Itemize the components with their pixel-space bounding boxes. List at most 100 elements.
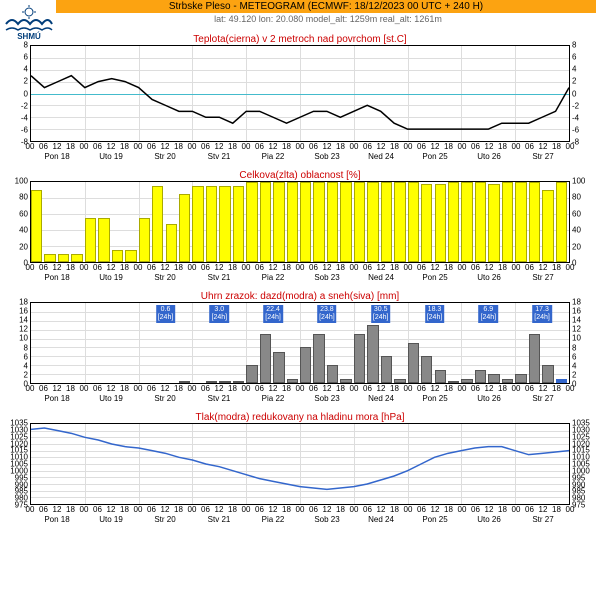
chart-title: Uhrn zrazok: dazd(modra) a sneh(siva) [m… xyxy=(8,291,592,302)
x-axis: 0006121800061218000612180006121800061218… xyxy=(30,142,570,164)
cloud-bar xyxy=(71,254,82,262)
snow-bar xyxy=(179,381,190,383)
x-axis: 0006121800061218000612180006121800061218… xyxy=(30,263,570,285)
snow-bar xyxy=(300,347,311,383)
x-axis: 0006121800061218000612180006121800061218… xyxy=(30,505,570,527)
snow-bar xyxy=(408,343,419,383)
cloud-bar xyxy=(112,250,123,262)
cloud-bar xyxy=(515,182,526,262)
cloud-bar xyxy=(502,182,513,262)
chart-title: Teplota(cierna) v 2 metroch nad povrchom… xyxy=(8,34,592,45)
cloud-bar xyxy=(206,186,217,262)
svg-text:SHMÚ: SHMÚ xyxy=(17,32,41,40)
cloud-bar xyxy=(461,182,472,262)
chart-title: Tlak(modra) redukovany na hladinu mora [… xyxy=(8,412,592,423)
cloud-bar xyxy=(435,184,446,262)
rain-bar xyxy=(556,379,567,383)
snow-bar xyxy=(475,370,486,383)
cloud-bar xyxy=(192,186,203,262)
shmu-logo: SHMÚ xyxy=(4,4,54,40)
snow-bar xyxy=(515,374,526,383)
cloud-bar xyxy=(287,182,298,262)
snow-bar xyxy=(260,334,271,383)
cloud-bar xyxy=(44,254,55,262)
snow-bar xyxy=(233,381,244,383)
snow-bar xyxy=(435,370,446,383)
snow-bar xyxy=(354,334,365,383)
cloud-bar xyxy=(31,190,42,262)
y-axis: 024681012141618 xyxy=(572,302,592,384)
snow-bar xyxy=(421,356,432,383)
precip-24h-label: 22.4[24h] xyxy=(263,305,283,323)
snow-bar xyxy=(542,365,553,383)
cloud-bar xyxy=(367,182,378,262)
cloud-bar xyxy=(260,182,271,262)
cloud-bar xyxy=(408,182,419,262)
cloud-bar xyxy=(354,182,365,262)
snow-bar xyxy=(340,379,351,383)
header-sub: lat: 49.120 lon: 20.080 model_alt: 1259m… xyxy=(56,13,600,28)
cloud-bar xyxy=(300,182,311,262)
cloud-bar xyxy=(542,190,553,262)
cloud-bar xyxy=(139,218,150,262)
cloud-bar xyxy=(152,186,163,262)
precip-24h-label: 3.0[24h] xyxy=(210,305,230,323)
cloud-bar xyxy=(313,182,324,262)
y-axis: -8-6-4-202468 xyxy=(8,45,28,142)
snow-bar xyxy=(381,356,392,383)
cloud-bar xyxy=(327,182,338,262)
cloud-bar xyxy=(475,182,486,262)
snow-bar xyxy=(461,379,472,383)
plot-area xyxy=(30,45,570,142)
snow-bar xyxy=(327,365,338,383)
snow-bar xyxy=(313,334,324,383)
cloud-bar xyxy=(85,218,96,262)
cloud-bar xyxy=(273,182,284,262)
precip-24h-label: 17.3[24h] xyxy=(532,305,552,323)
chart-title: Celkova(zlta) oblacnost [%] xyxy=(8,170,592,181)
snow-bar xyxy=(273,352,284,383)
snow-bar xyxy=(488,374,499,383)
snow-bar xyxy=(219,381,230,383)
plot-area xyxy=(30,423,570,505)
cloud-bar xyxy=(448,182,459,262)
y-axis: 9759809859909951000100510101015102010251… xyxy=(8,423,28,505)
y-axis: 024681012141618 xyxy=(8,302,28,384)
y-axis: 9759809859909951000100510101015102010251… xyxy=(572,423,592,505)
snow-bar xyxy=(246,365,257,383)
cloud-bar xyxy=(58,254,69,262)
snow-bar xyxy=(529,334,540,383)
cloud-bar xyxy=(125,250,136,262)
snow-bar xyxy=(206,381,217,383)
y-axis: 020406080100 xyxy=(8,181,28,263)
plot-area: 0.6[24h] 3.0[24h] 22.4[24h] 23.8[24h] 30.5[2… xyxy=(30,302,570,384)
header-title: Strbske Pleso - METEOGRAM (ECMWF: 18/12/… xyxy=(56,0,596,13)
snow-bar xyxy=(448,381,459,383)
plot-area xyxy=(30,181,570,263)
cloud-bar xyxy=(166,224,177,262)
snow-bar xyxy=(367,325,378,383)
cloud-bar xyxy=(394,182,405,262)
y-axis: 020406080100 xyxy=(572,181,592,263)
cloud-bar xyxy=(219,186,230,262)
cloud-bar xyxy=(246,182,257,262)
cloud-bar xyxy=(488,184,499,262)
cloud-bar xyxy=(421,184,432,262)
precip-24h-label: 6.9[24h] xyxy=(479,305,499,323)
cloud-bar xyxy=(98,218,109,262)
cloud-bar xyxy=(179,194,190,262)
y-axis: -8-6-4-202468 xyxy=(572,45,592,142)
cloud-bar xyxy=(381,182,392,262)
snow-bar xyxy=(287,379,298,383)
cloud-bar xyxy=(529,182,540,262)
precip-24h-label: 18.3[24h] xyxy=(425,305,445,323)
precip-24h-label: 23.8[24h] xyxy=(317,305,337,323)
snow-bar xyxy=(502,379,513,383)
precip-24h-label: 30.5[24h] xyxy=(371,305,391,323)
x-axis: 0006121800061218000612180006121800061218… xyxy=(30,384,570,406)
snow-bar xyxy=(394,379,405,383)
cloud-bar xyxy=(340,182,351,262)
precip-24h-label: 0.6[24h] xyxy=(156,305,176,323)
cloud-bar xyxy=(233,186,244,262)
cloud-bar xyxy=(556,182,567,262)
